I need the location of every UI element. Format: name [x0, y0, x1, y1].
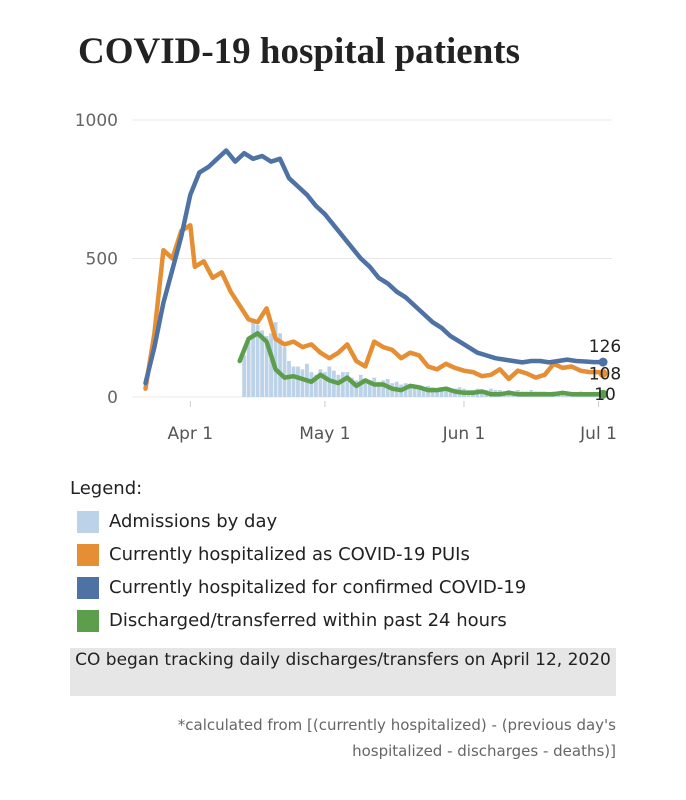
legend-item-pui: Currently hospitalized as COVID-19 PUIs	[70, 538, 526, 571]
series-line-0	[143, 223, 606, 391]
admissions-bar	[300, 369, 305, 397]
legend-item-discharged: Discharged/transferred within past 24 ho…	[70, 604, 526, 637]
legend-swatch-admissions	[77, 510, 99, 533]
admissions-bar	[264, 336, 269, 397]
admissions-bar	[417, 385, 422, 397]
admissions-bar	[269, 333, 273, 397]
legend-item-admissions: Admissions by day	[70, 505, 526, 538]
admissions-bar	[358, 374, 363, 397]
admissions-bar	[372, 377, 377, 397]
chart-axes: Apr 1 May 1 Jun 1 Jul 1	[167, 401, 617, 444]
series-end-point-1	[598, 357, 608, 367]
admissions-bar	[242, 355, 247, 397]
admissions-bar	[273, 322, 278, 397]
page-title: COVID-19 hospital patients	[78, 31, 520, 72]
series-end-point-0	[598, 368, 608, 378]
admissions-bar	[278, 333, 282, 397]
legend-swatch-discharged	[77, 609, 99, 632]
calculation-footnote: *calculated from [(currently hospitalize…	[177, 716, 616, 760]
y-tick-label: 1000	[75, 111, 118, 131]
series-end-point-2	[598, 389, 608, 399]
x-tick-label: May 1	[299, 424, 350, 444]
admissions-bar	[421, 387, 426, 397]
admissions-bar	[318, 369, 323, 397]
admissions-bar	[251, 319, 256, 397]
admissions-bar	[376, 381, 381, 397]
admissions-bar	[408, 385, 413, 397]
admissions-bar	[282, 347, 287, 397]
x-tick-label: Jul 1	[579, 424, 617, 444]
admissions-bar	[345, 372, 350, 397]
admissions-bar	[349, 377, 354, 397]
end-label: 126	[589, 337, 621, 357]
legend-label-discharged: Discharged/transferred within past 24 ho…	[109, 610, 507, 631]
x-tick-label: Jun 1	[442, 424, 486, 444]
admissions-bar	[367, 380, 372, 397]
admissions-bar	[439, 387, 444, 397]
admissions-bar	[322, 372, 327, 397]
admissions-bar	[314, 374, 318, 397]
admissions-bar	[354, 380, 359, 397]
legend-label-confirmed: Currently hospitalized for confirmed COV…	[109, 577, 527, 598]
chart-gridlines: 0 500 1000	[75, 111, 612, 408]
admissions-bar	[291, 366, 296, 397]
end-label: 10	[594, 385, 616, 405]
tracking-note: CO began tracking daily discharges/trans…	[70, 648, 616, 696]
admissions-bar	[444, 388, 448, 397]
admissions-bar	[260, 330, 264, 397]
legend-heading: Legend:	[70, 478, 143, 499]
admissions-bar	[296, 366, 300, 397]
series-line-2	[237, 331, 606, 397]
y-tick-label: 0	[107, 388, 118, 408]
admissions-bar	[255, 324, 260, 397]
admissions-bar	[309, 372, 314, 397]
admissions-bar	[435, 388, 439, 397]
legend-swatch-confirmed	[77, 576, 99, 599]
admissions-bar	[340, 372, 345, 397]
series-line-1	[143, 148, 606, 386]
legend-item-confirmed: Currently hospitalized for confirmed COV…	[70, 571, 526, 604]
admissions-bar	[246, 341, 251, 397]
legend-label-pui: Currently hospitalized as COVID-19 PUIs	[109, 544, 470, 565]
admissions-bar	[412, 385, 417, 397]
legend: Legend: Admissions by day Currently hosp…	[70, 478, 526, 637]
admissions-bar	[336, 374, 341, 397]
admissions-bar	[363, 378, 368, 397]
admissions-bar	[448, 388, 453, 397]
end-label: 108	[589, 364, 621, 384]
y-tick-label: 500	[86, 250, 118, 270]
legend-label-admissions: Admissions by day	[109, 511, 278, 532]
x-tick-label: Apr 1	[167, 424, 213, 444]
admissions-bar	[381, 380, 386, 397]
legend-swatch-pui	[77, 543, 99, 566]
series-lines	[143, 148, 608, 399]
